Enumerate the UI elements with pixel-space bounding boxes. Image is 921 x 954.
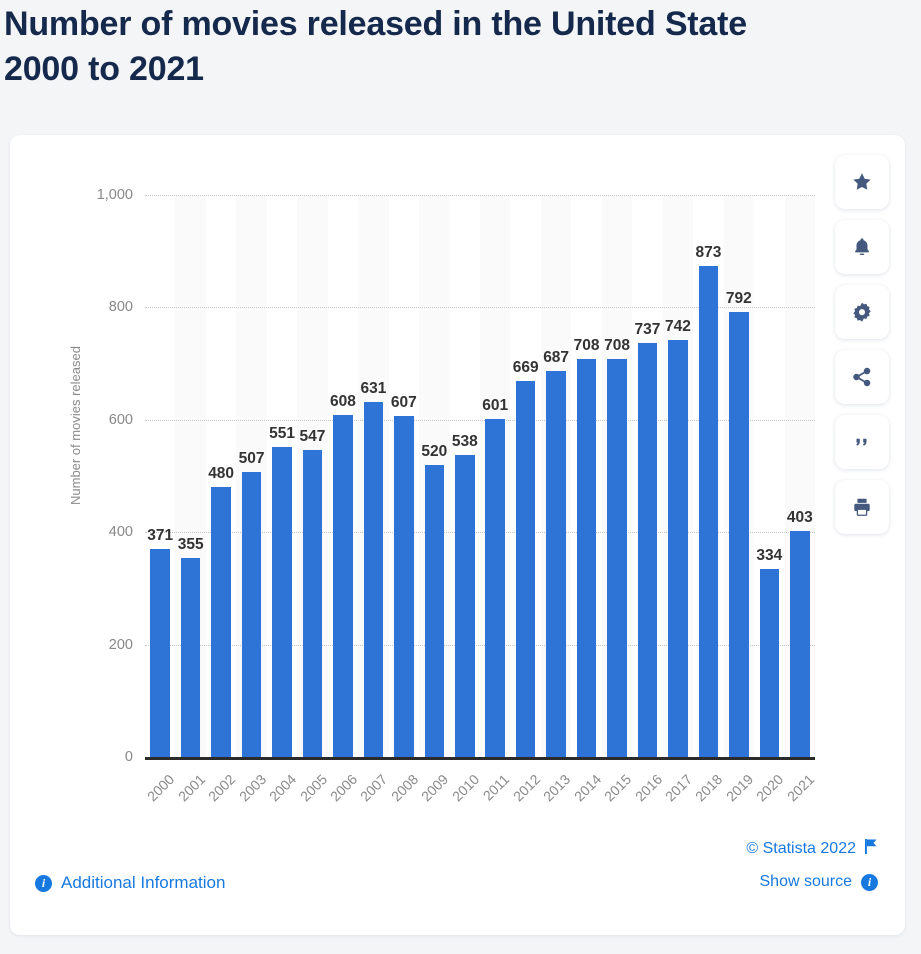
gridline	[145, 532, 815, 534]
bar[interactable]	[668, 340, 688, 757]
bar[interactable]	[424, 464, 445, 757]
bar-value-label: 742	[665, 318, 691, 335]
print-button[interactable]	[835, 480, 889, 534]
x-axis-tick-label: 2021	[783, 771, 818, 805]
show-source-label: Show source	[759, 873, 853, 890]
bar-value-label: 631	[360, 380, 387, 398]
chart-card: Number of movies released 0 200 400 600 800 1…	[10, 135, 905, 935]
y-axis-title: Number of movies released	[68, 346, 83, 505]
bar[interactable]	[363, 402, 384, 757]
bar-value-label: 873	[695, 244, 722, 262]
bar[interactable]	[394, 415, 414, 757]
bar-value-label: 737	[634, 320, 661, 338]
bar[interactable]	[790, 530, 810, 757]
bar-value-label: 480	[208, 465, 235, 483]
bar-value-label: 669	[512, 359, 539, 377]
show-source-button[interactable]: Show source i	[759, 873, 878, 891]
quote-icon	[851, 431, 873, 453]
bar-value-label: 538	[451, 432, 478, 450]
bar[interactable]	[302, 449, 323, 757]
bar[interactable]	[515, 381, 536, 757]
card-footer: © Statista 2022 Show source i i Addition…	[10, 825, 905, 935]
copyright-text: © Statista 2022	[746, 840, 856, 857]
print-icon	[851, 496, 873, 518]
bar-value-label: 708	[604, 337, 630, 355]
chart-area: Number of movies released 0 200 400 600 800 1…	[10, 135, 905, 835]
bar[interactable]	[637, 342, 658, 757]
bar-value-label: 403	[786, 508, 813, 526]
additional-information-label: Additional Information	[61, 873, 226, 892]
bar[interactable]	[698, 266, 719, 757]
bar-value-label: 520	[421, 442, 448, 460]
y-axis-tick-label: 800	[108, 299, 133, 316]
bar-value-label: 371	[147, 526, 174, 544]
bar[interactable]	[759, 569, 780, 757]
bar[interactable]	[272, 447, 292, 757]
bar[interactable]	[729, 311, 749, 757]
gridline	[145, 195, 815, 196]
cite-button[interactable]	[835, 415, 889, 469]
additional-information-button[interactable]: i Additional Information	[35, 873, 225, 893]
x-axis-tick-label: 2000	[144, 771, 178, 805]
gridline	[145, 307, 815, 309]
chart-toolbar	[835, 155, 889, 534]
bar[interactable]	[180, 557, 201, 757]
settings-button[interactable]	[835, 285, 889, 339]
info-icon: i	[35, 874, 52, 892]
share-icon	[851, 366, 873, 388]
bar-value-label: 601	[482, 397, 509, 415]
bar-value-label: 551	[269, 425, 295, 443]
bar-value-label: 334	[756, 547, 783, 565]
share-button[interactable]	[835, 350, 889, 404]
gridline	[145, 419, 815, 421]
gridline	[145, 644, 815, 646]
bar-value-label: 687	[543, 348, 570, 366]
y-axis-tick-label: 0	[124, 749, 133, 765]
bar-value-label: 792	[725, 289, 752, 307]
bar[interactable]	[546, 370, 566, 757]
y-axis-tick-label: 200	[108, 636, 133, 653]
y-axis-tick-label: 600	[108, 411, 133, 428]
bar[interactable]	[333, 415, 353, 757]
flag-icon	[865, 839, 878, 859]
bar[interactable]	[211, 487, 231, 757]
bar-value-label: 607	[390, 393, 417, 411]
page-title: Number of movies released in the United …	[4, 5, 747, 88]
bell-icon	[851, 236, 873, 258]
info-icon: i	[861, 873, 878, 891]
y-axis-tick-label: 1,000	[96, 187, 133, 203]
bar[interactable]	[455, 454, 475, 757]
alert-button[interactable]	[835, 220, 889, 274]
x-axis-baseline	[145, 757, 815, 760]
bar[interactable]	[576, 359, 597, 757]
y-axis-tick-label: 400	[108, 524, 133, 541]
favorite-button[interactable]	[835, 155, 889, 209]
bar-value-label: 547	[299, 427, 326, 445]
bar[interactable]	[607, 359, 627, 757]
bar[interactable]	[241, 472, 262, 757]
bar-value-label: 507	[238, 450, 265, 468]
bar-value-label: 608	[330, 393, 356, 411]
bar-value-label: 355	[177, 535, 204, 553]
copyright: © Statista 2022	[746, 839, 878, 859]
bar[interactable]	[485, 419, 505, 757]
star-icon	[851, 171, 873, 193]
bar-value-label: 708	[573, 337, 600, 355]
bar[interactable]	[150, 548, 170, 757]
gear-icon	[851, 301, 873, 323]
plot-area: 0 200 400 600 800 1,000 371 2000 355 2001 480 2002 5…	[97, 187, 817, 804]
